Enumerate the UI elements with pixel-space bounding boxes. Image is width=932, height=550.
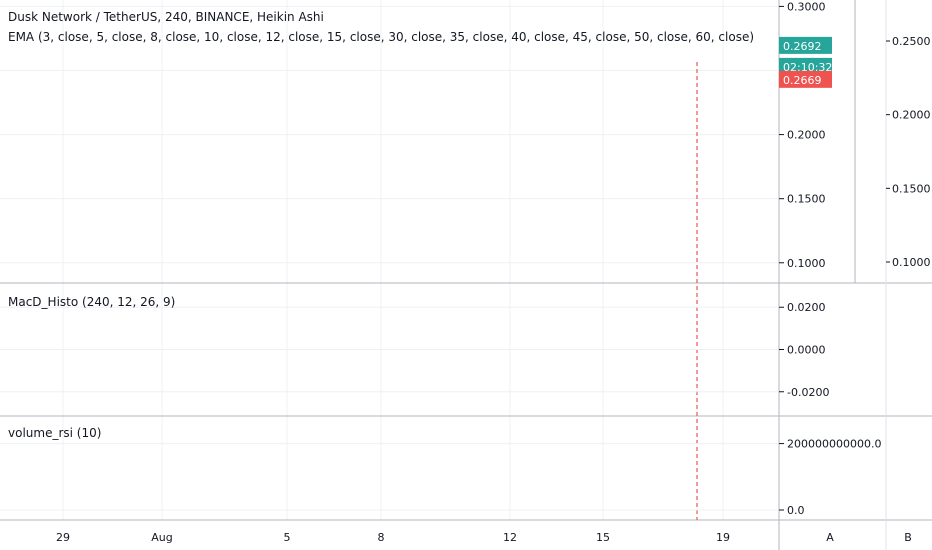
price-tick-label-right: 0.2500 (892, 35, 931, 48)
volume-tick-label: 0.0 (787, 504, 805, 517)
price-badge-label: 02:10:32 (783, 61, 832, 74)
axis-button-a[interactable]: A (826, 531, 834, 544)
price-tick-label: 0.3000 (787, 0, 826, 13)
price-tick-label: 0.1500 (787, 193, 826, 206)
price-badge (779, 57, 832, 75)
price-title: Dusk Network / TetherUS, 240, BINANCE, H… (8, 10, 324, 24)
macd-tick-label: -0.0200 (787, 386, 829, 399)
price-badge (779, 36, 832, 54)
x-tick-label: 19 (716, 531, 730, 544)
x-tick-label: Aug (151, 531, 172, 544)
price-badge-label: 0.2669 (783, 74, 822, 87)
price-badge-label: 0.2692 (783, 40, 822, 53)
axis-button-b[interactable]: B (904, 531, 912, 544)
volume-title: volume_rsi (10) (8, 426, 101, 440)
x-tick-label: 8 (378, 531, 385, 544)
price-tick-label-right: 0.2000 (892, 109, 931, 122)
macd-tick-label: 0.0200 (787, 301, 826, 314)
x-tick-label: 5 (284, 531, 291, 544)
macd-tick-label: 0.0000 (787, 344, 826, 357)
macd-title: MacD_Histo (240, 12, 26, 9) (8, 295, 175, 309)
volume-tick-label: 200000000000.0 (787, 438, 881, 451)
x-tick-label: 29 (56, 531, 70, 544)
x-tick-label: 12 (503, 531, 517, 544)
price-badge (779, 70, 832, 88)
price-tick-label-right: 0.1000 (892, 256, 931, 269)
price-tick-label-right: 0.1500 (892, 182, 931, 195)
x-tick-label: 15 (596, 531, 610, 544)
price-tick-label: 0.2000 (787, 129, 826, 142)
ema-legend: EMA (3, close, 5, close, 8, close, 10, c… (8, 30, 754, 44)
price-tick-label: 0.1000 (787, 257, 826, 270)
